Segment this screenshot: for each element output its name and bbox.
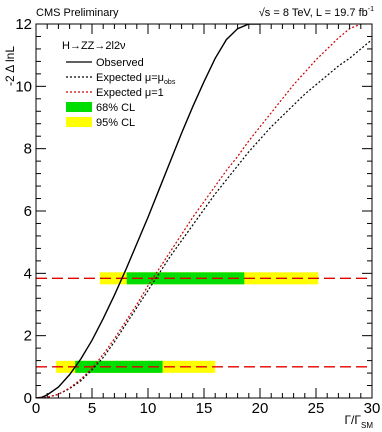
y-tick-label: 4	[24, 265, 32, 282]
process-label: H→ZZ→2l2ν	[62, 40, 126, 52]
legend-swatch-box	[66, 102, 92, 112]
header-right-sup: -1	[368, 6, 374, 13]
legend-label: 95% CL	[96, 117, 135, 129]
y-tick-label: 0	[24, 390, 32, 407]
legend-label: Observed	[96, 57, 144, 69]
x-tick-label: 25	[308, 400, 325, 417]
x-tick-label: 15	[196, 400, 213, 417]
x-tick-label: 0	[32, 400, 40, 417]
legend-entry-1: Expected μ=μobs	[66, 72, 176, 86]
header-right: √s = 8 TeV, L = 19.7 fb-1	[259, 6, 374, 19]
x-axis-label-main: Γ/Γ	[344, 413, 361, 427]
x-tick-label: 30	[364, 400, 381, 417]
x-tick-label: 10	[140, 400, 157, 417]
curves	[36, 24, 372, 398]
x-axis-label: Γ/ΓSM	[344, 413, 373, 430]
legend-label-main: 68% CL	[96, 102, 135, 114]
legend-entry-4: 95% CL	[66, 117, 135, 129]
y-tick-label: 8	[24, 141, 32, 158]
series-line-2	[36, 24, 362, 398]
legend-entry-3: 68% CL	[66, 102, 135, 114]
header-right-main: √s = 8 TeV, L = 19.7 fb	[259, 7, 368, 19]
legend-entry-0: Observed	[66, 57, 144, 69]
x-tick-label: 5	[88, 400, 96, 417]
legend-label: 68% CL	[96, 102, 135, 114]
legend-label-main: Observed	[96, 57, 144, 69]
plot-area: 0 5 10 15 20 25 30 0 2 4 6 8 10 12	[15, 16, 380, 417]
y-axis-label: -2 Δ lnL	[3, 46, 17, 86]
legend-label-main: Expected μ=μ	[96, 72, 164, 84]
legend-entry-2: Expected μ=1	[66, 87, 164, 99]
x-axis-label-sub: SM	[361, 421, 373, 430]
legend-swatch-box	[66, 117, 92, 127]
legend-label: Expected μ=μobs	[96, 72, 176, 86]
series-line-1	[36, 39, 372, 398]
x-tick-label: 20	[252, 400, 269, 417]
legend-label: Expected μ=1	[96, 87, 164, 99]
legend-label-sub: obs	[164, 79, 176, 86]
legend-label-main: 95% CL	[96, 117, 135, 129]
y-tick-label: 12	[15, 16, 32, 33]
legend-label-main: Expected μ=1	[96, 87, 164, 99]
y-tick-label: 6	[24, 203, 32, 220]
y-tick-label: 10	[15, 78, 32, 95]
header-left: CMS Preliminary	[36, 7, 119, 19]
series-line-0	[36, 24, 260, 398]
y-tick-label: 2	[24, 328, 32, 345]
